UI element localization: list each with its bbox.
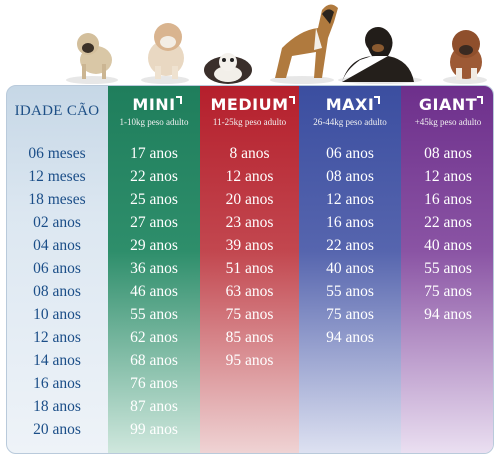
giant-column: GIANT +45kg peso adulto 08 anos 12 anos …	[401, 86, 493, 453]
age-cell: 12 meses	[28, 168, 86, 185]
medium-age-cell: 8 anos	[229, 145, 270, 162]
rottweiler-dog-icon	[338, 27, 422, 84]
medium-column-header: MEDIUM 11-25kg peso adulto	[200, 86, 299, 130]
age-cell: 12 anos	[33, 329, 81, 346]
medium-age-cell: 51 anos	[225, 260, 274, 277]
giant-age-cell: 75 anos	[424, 283, 472, 300]
mini-age-cell: 76 anos	[130, 375, 178, 392]
mini-age-cell: 46 anos	[130, 283, 178, 300]
age-cell: 08 anos	[33, 283, 81, 300]
medium-age-cell: 95 anos	[225, 352, 274, 369]
maxi-age-cell: 12 anos	[326, 191, 374, 208]
mini-label: MINI	[132, 95, 182, 114]
mini-age-cell: 25 anos	[130, 191, 178, 208]
mini-age-cell: 62 anos	[130, 329, 178, 346]
medium-age-cell: 63 anos	[225, 283, 274, 300]
medium-age-cell: 23 anos	[225, 214, 274, 231]
mini-age-cell: 27 anos	[130, 214, 178, 231]
maxi-age-cell: 16 anos	[326, 214, 374, 231]
maxi-label: MAXI	[326, 95, 381, 114]
medium-age-cell: 85 anos	[225, 329, 274, 346]
age-cell: 02 anos	[33, 214, 81, 231]
boxer-dog-icon	[270, 4, 338, 84]
medium-weight-range: 11-25kg peso adulto	[212, 117, 287, 127]
medium-age-cell: 12 anos	[225, 168, 274, 185]
pug-dog-icon	[66, 33, 118, 84]
medium-age-cell: 39 anos	[225, 237, 274, 254]
age-cell: 16 anos	[33, 375, 81, 392]
mini-age-cell: 55 anos	[130, 306, 178, 323]
giant-column-header: GIANT +45kg peso adulto	[401, 86, 493, 130]
dog-age-table: IDADE CÃO 06 meses 12 meses 18 meses 02 …	[6, 85, 494, 454]
age-column-header: IDADE CÃO	[14, 103, 100, 119]
maxi-column: MAXI 26-44kg peso adulto 06 anos 08 anos…	[299, 86, 401, 453]
age-cell: 18 meses	[28, 191, 86, 208]
age-cell: 18 anos	[33, 398, 81, 415]
giant-age-cell: 16 anos	[424, 191, 472, 208]
maxi-age-cell: 06 anos	[326, 145, 374, 162]
age-cell: 04 anos	[33, 237, 81, 254]
giant-age-cell: 94 anos	[424, 306, 472, 323]
giant-age-cell: 08 anos	[424, 145, 472, 162]
giant-weight-range: +45kg peso adulto	[414, 117, 482, 127]
maxi-age-cell: 75 anos	[326, 306, 374, 323]
mini-column: MINI 1-10kg peso adulto 17 anos 22 anos …	[108, 86, 200, 453]
giant-age-cell: 40 anos	[424, 237, 472, 254]
age-cell: 10 anos	[33, 306, 81, 323]
bulldog-icon	[141, 23, 189, 84]
mini-age-cell: 22 anos	[130, 168, 178, 185]
medium-age-cell: 75 anos	[225, 306, 274, 323]
maxi-age-cell: 94 anos	[326, 329, 374, 346]
medium-age-cell: 20 anos	[225, 191, 274, 208]
dog-photos-row	[66, 4, 487, 84]
mini-column-header: MINI 1-10kg peso adulto	[108, 86, 200, 130]
giant-age-cell: 22 anos	[424, 214, 472, 231]
medium-column: MEDIUM 11-25kg peso adulto 8 anos 12 ano…	[200, 86, 299, 453]
mini-age-cell: 36 anos	[130, 260, 178, 277]
mini-age-cell: 87 anos	[130, 398, 178, 415]
age-cell: 14 anos	[33, 352, 81, 369]
giant-age-cell: 55 anos	[424, 260, 472, 277]
medium-label: MEDIUM	[211, 95, 295, 114]
spaniel-dog-icon	[204, 53, 252, 84]
age-column: IDADE CÃO 06 meses 12 meses 18 meses 02 …	[7, 86, 107, 453]
age-cell: 06 meses	[28, 145, 86, 162]
maxi-age-cell: 22 anos	[326, 237, 374, 254]
giant-label: GIANT	[419, 95, 484, 114]
maxi-age-cell: 55 anos	[326, 283, 374, 300]
mini-age-cell: 29 anos	[130, 237, 178, 254]
age-cell: 06 anos	[33, 260, 81, 277]
maxi-age-cell: 40 anos	[326, 260, 374, 277]
mastiff-puppy-icon	[443, 30, 487, 84]
mini-age-cell: 17 anos	[130, 145, 178, 162]
mini-age-cell: 99 anos	[130, 421, 178, 438]
maxi-age-cell: 08 anos	[326, 168, 374, 185]
giant-age-cell: 12 anos	[424, 168, 472, 185]
maxi-column-header: MAXI 26-44kg peso adulto	[299, 86, 401, 130]
mini-weight-range: 1-10kg peso adulto	[119, 117, 189, 127]
mini-age-cell: 68 anos	[130, 352, 178, 369]
maxi-weight-range: 26-44kg peso adulto	[313, 117, 387, 127]
age-cell: 20 anos	[33, 421, 81, 438]
